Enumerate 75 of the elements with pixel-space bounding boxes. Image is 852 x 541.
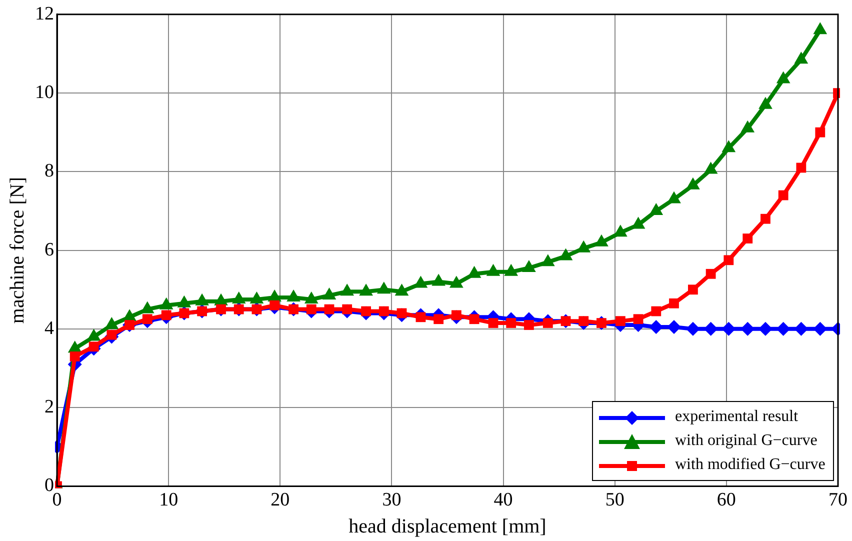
point	[450, 276, 464, 288]
x-tick-label: 60	[716, 490, 736, 511]
point	[667, 191, 681, 204]
x-tick-label: 40	[494, 490, 513, 511]
point	[488, 318, 498, 328]
point	[414, 276, 428, 288]
point	[794, 322, 808, 336]
y-tick-label: 0	[44, 475, 54, 496]
point	[342, 304, 352, 314]
point	[633, 314, 644, 324]
point	[378, 306, 389, 316]
y-tick-label: 12	[35, 3, 54, 24]
point	[724, 255, 734, 266]
point	[776, 71, 790, 84]
x-tick-label: 30	[382, 490, 402, 511]
point	[270, 300, 280, 310]
point	[506, 318, 516, 328]
point	[686, 322, 700, 336]
point	[70, 352, 80, 362]
point	[722, 140, 736, 152]
point	[614, 224, 628, 237]
point	[796, 162, 806, 173]
legend-label: with modified G−curve	[675, 456, 826, 474]
point	[359, 284, 373, 296]
point	[324, 304, 334, 314]
y-tick-label: 2	[44, 396, 54, 418]
y-tick-label: 8	[44, 160, 54, 182]
point	[416, 312, 426, 322]
x-tick-label: 20	[270, 490, 290, 511]
point	[740, 322, 755, 336]
y-axis-title: machine force [N]	[6, 177, 28, 324]
point	[649, 320, 664, 334]
point	[322, 288, 336, 300]
point	[651, 306, 662, 316]
y-tick-label: 10	[35, 82, 54, 104]
point	[758, 322, 772, 336]
point	[813, 322, 828, 336]
point	[596, 318, 606, 328]
point	[669, 298, 679, 308]
y-tick-label: 4	[44, 318, 54, 339]
x-tick-label: 70	[828, 490, 848, 511]
point	[704, 322, 718, 336]
point	[686, 177, 700, 190]
x-axis-title: head displacement [mm]	[348, 515, 546, 538]
point	[434, 314, 444, 324]
point	[706, 268, 716, 279]
point	[542, 318, 553, 328]
point	[649, 202, 664, 215]
point	[813, 22, 828, 34]
x-tick-label: 10	[159, 490, 178, 511]
point	[758, 96, 772, 109]
point	[760, 214, 770, 224]
point	[594, 234, 608, 246]
point	[524, 320, 534, 330]
point	[197, 306, 207, 316]
point	[688, 284, 698, 295]
point	[540, 254, 555, 266]
point	[778, 190, 788, 200]
y-tick-label: 6	[44, 239, 54, 260]
point	[742, 234, 753, 244]
point	[376, 282, 391, 294]
point	[124, 320, 134, 330]
point	[469, 314, 480, 324]
point	[704, 162, 718, 174]
point	[794, 52, 808, 64]
point	[615, 316, 626, 326]
point	[340, 284, 354, 296]
legend-label: experimental result	[675, 408, 798, 426]
point	[722, 322, 736, 336]
x-tick-label: 50	[605, 490, 624, 511]
legend-label: with original G−curve	[675, 432, 818, 450]
point	[558, 248, 573, 260]
point	[394, 284, 409, 296]
point	[776, 322, 790, 336]
point	[740, 120, 755, 132]
